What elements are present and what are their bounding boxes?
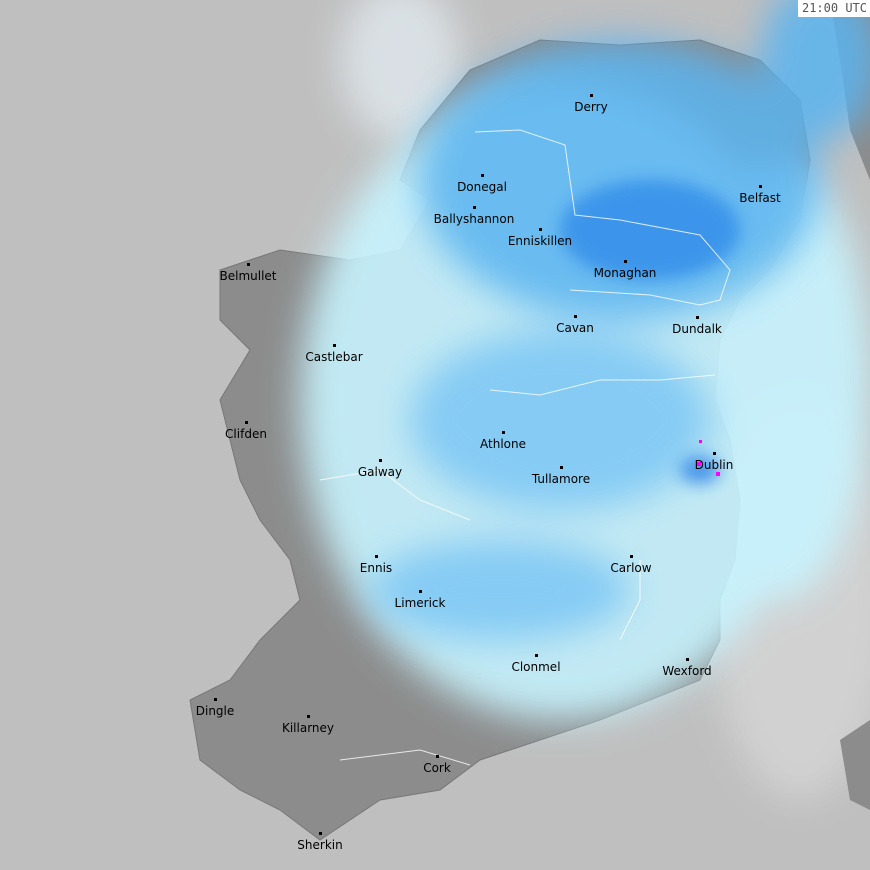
borders (319, 129, 731, 766)
town-label: Dublin (694, 458, 734, 472)
town-marker (759, 185, 762, 188)
town-label: Limerick (394, 596, 446, 610)
rain-intense (697, 440, 720, 476)
town-marker (560, 466, 563, 469)
town-label: Clonmel (511, 660, 561, 674)
town-marker (214, 698, 217, 701)
town-marker (473, 206, 476, 209)
town-marker (245, 421, 248, 424)
town-marker (696, 316, 699, 319)
town-label: Tullamore (531, 472, 591, 486)
town-marker (419, 590, 422, 593)
town-marker (481, 174, 484, 177)
town-label: Galway (357, 465, 403, 479)
town-label: Castlebar (305, 350, 363, 364)
town-marker (630, 555, 633, 558)
town-label: Carlow (610, 561, 652, 575)
town-label: Clifden (225, 427, 267, 441)
town-label: Dingle (195, 704, 235, 718)
town-marker (375, 555, 378, 558)
town-marker (539, 228, 542, 231)
town-label: Dundalk (672, 322, 722, 336)
town-label: Derry (574, 100, 608, 114)
town-label: Ballyshannon (433, 212, 515, 226)
rain-heavy (560, 180, 740, 484)
town-marker (247, 263, 250, 266)
scotland-landmass (840, 720, 870, 810)
town-marker (379, 459, 382, 462)
town-label: Cork (423, 761, 451, 775)
town-label: Sherkin (297, 838, 343, 852)
town-marker (535, 654, 538, 657)
town-label: Belmullet (219, 269, 277, 283)
town-label: Belfast (739, 191, 781, 205)
town-marker (502, 431, 505, 434)
town-label: Ennis (359, 561, 393, 575)
timestamp-label: 21:00 UTC (797, 0, 870, 17)
town-label: Killarney (281, 721, 335, 735)
town-marker (686, 658, 689, 661)
town-label: Donegal (457, 180, 507, 194)
town-marker (624, 260, 627, 263)
town-marker (307, 715, 310, 718)
town-marker (713, 452, 716, 455)
town-label: Monaghan (593, 266, 657, 280)
town-marker (436, 755, 439, 758)
town-label: Cavan (556, 321, 594, 335)
town-marker (590, 94, 593, 97)
town-marker (574, 315, 577, 318)
town-label: Wexford (662, 664, 712, 678)
town-marker (333, 344, 336, 347)
town-marker (319, 832, 322, 835)
town-label: Athlone (480, 437, 526, 451)
town-label: Enniskillen (507, 234, 573, 248)
